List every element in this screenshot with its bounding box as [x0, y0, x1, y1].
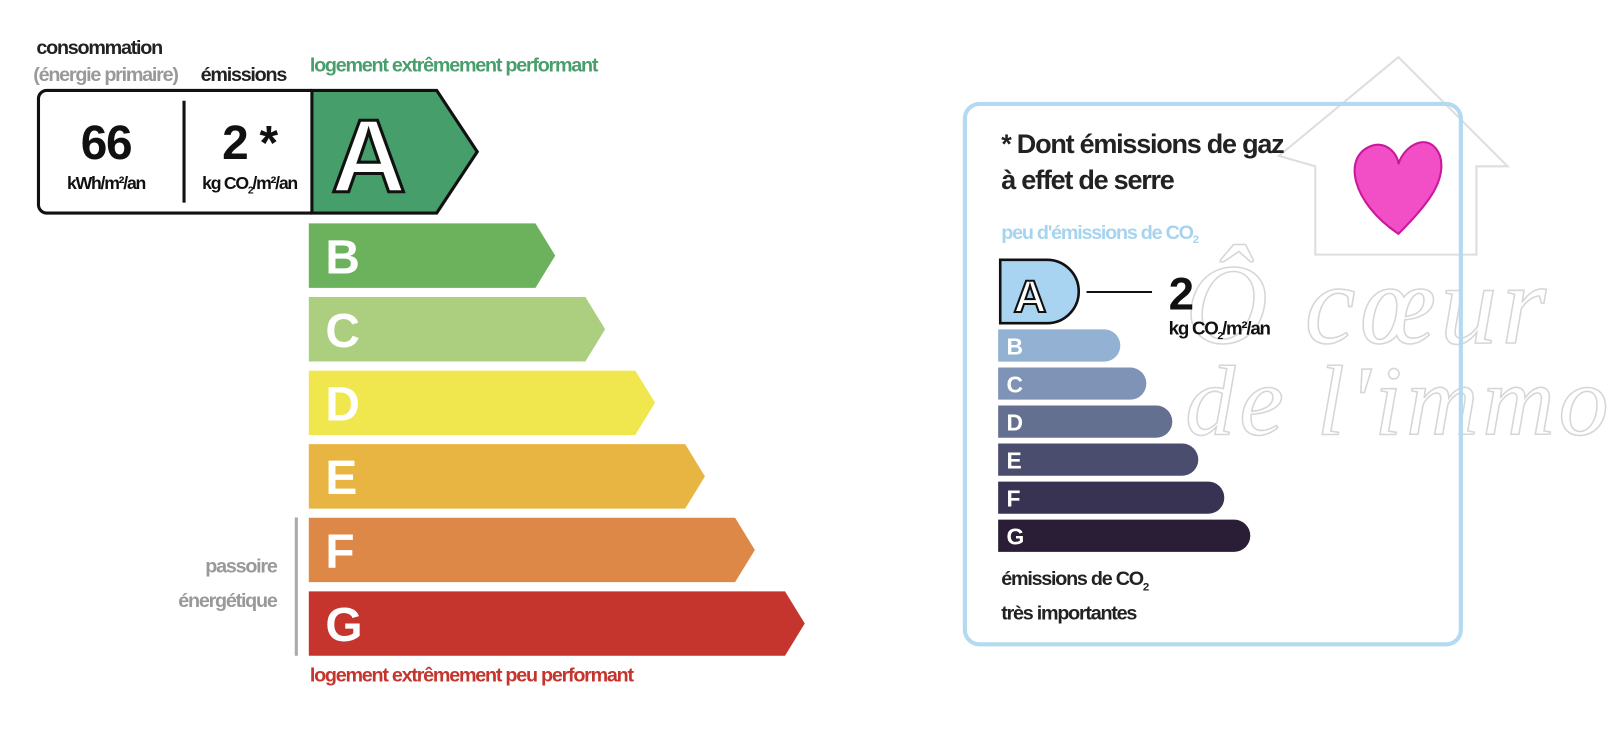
watermark-text: Ô cœur [1185, 241, 1550, 368]
ges-bar [998, 329, 1121, 362]
ges-bar [998, 519, 1251, 552]
ges-letter: F [1006, 486, 1020, 512]
ges-value: 2 [1169, 269, 1193, 320]
class-arrow [308, 370, 656, 436]
heart [1353, 141, 1443, 236]
ges-bar [998, 443, 1199, 476]
ges-top-label: peu d'émissions de CO2 [1001, 222, 1198, 246]
ges-bar [998, 367, 1147, 400]
ges-tag [998, 258, 1081, 325]
ges-bottom-label: très importantes [1001, 602, 1137, 624]
unit-part: /m²/an [1222, 318, 1270, 339]
house-outline [1276, 55, 1511, 256]
class-letter: B [325, 231, 358, 284]
ges-panel [962, 101, 1463, 647]
unit-sub: 2 [1218, 331, 1224, 342]
ges-title: à effet de serre [1001, 165, 1175, 195]
emissions-value: 2 * [222, 117, 278, 170]
class-letter: A [331, 99, 405, 215]
ges-letter: G [1006, 524, 1023, 550]
class-letter: G [325, 599, 361, 652]
text-part: émissions de CO [1001, 568, 1143, 590]
class-arrow [308, 297, 606, 362]
class-arrow [308, 223, 556, 288]
ges-title: * Dont émissions de gaz [1001, 129, 1284, 159]
class-letter: F [325, 526, 353, 579]
passoire-label: énergétique [178, 590, 278, 612]
ges-bar [998, 405, 1173, 438]
ges-letter: D [1006, 409, 1022, 435]
text-sub: 2 [1193, 234, 1199, 246]
ges-unit: kg CO2/m²/an [1169, 318, 1271, 342]
ges-letter: A [1013, 271, 1045, 322]
watermark-text: de l'immo [1185, 345, 1612, 456]
text-sub: 2 [1143, 581, 1149, 593]
unit-sub: 2 [248, 185, 254, 196]
consumption-label: consommation [36, 37, 162, 59]
class-arrow [308, 444, 705, 509]
unit-part: /m²/an [252, 173, 297, 193]
class-letter: C [325, 305, 359, 358]
consumption-unit: kWh/m²/an [67, 173, 146, 193]
consumption-value: 66 [81, 117, 132, 170]
class-arrow [308, 517, 755, 583]
unit-part: kg CO [202, 173, 248, 193]
class-arrow [308, 591, 805, 656]
ges-bottom-label: émissions de CO2 [1001, 568, 1149, 593]
unit-part: kg CO [1169, 318, 1219, 339]
watermark: Ô cœur de l'immo [1185, 55, 1612, 457]
class-letter: E [325, 452, 356, 505]
emissions-label: émissions [201, 64, 288, 86]
ges-letter: B [1006, 333, 1022, 359]
ges-letter: C [1006, 371, 1022, 397]
bottom-label: logement extrêmement peu performant [310, 665, 635, 687]
passoire-label: passoire [205, 556, 278, 578]
ges-letter: E [1006, 447, 1021, 473]
primary-label: (énergie primaire) [33, 64, 178, 86]
class-arrow [310, 88, 480, 215]
ges-bar [998, 481, 1225, 514]
text-part: peu d'émissions de CO [1001, 222, 1193, 244]
class-letter: D [325, 378, 358, 431]
emissions-unit: kg CO2/m²/an [202, 173, 297, 196]
top-label: logement extrêmement performant [310, 55, 599, 77]
